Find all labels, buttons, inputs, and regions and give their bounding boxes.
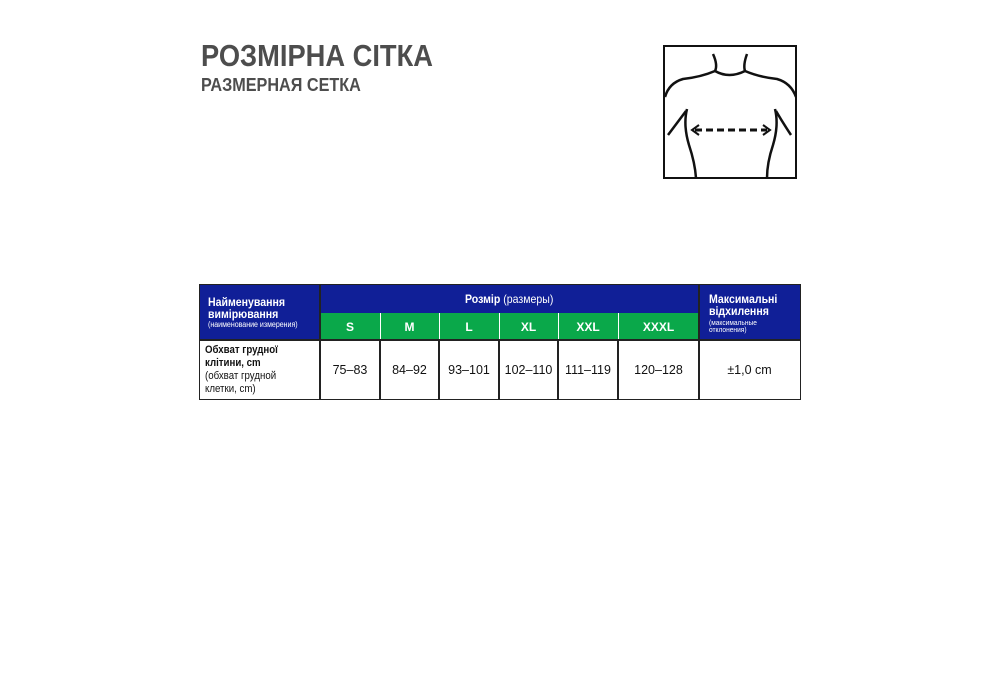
row-name-main: Обхват грудної клітини, cm [205,343,278,369]
page-title: РОЗМІРНА СІТКА [201,38,433,73]
deviation-header: Максимальні відхилення (максимальные отк… [699,285,800,340]
value-xl: 102–110 [504,362,553,377]
measurement-name-header: Найменування вимірювання (наименование и… [200,285,320,340]
deviation-header-sub: (максимальные отклонения) [709,317,757,334]
size-l: L [439,313,499,340]
value-m: 84–92 [392,362,427,377]
size-chart-table: Найменування вимірювання (наименование и… [199,284,801,400]
row-name-sub: (обхват грудной клетки, cm) [205,369,277,395]
size-xxxl: XXXL [618,313,699,340]
value-xxl: 111–119 [565,362,611,377]
measurement-name-header-main: Найменування вимірювання [208,294,286,321]
size-xxl: XXL [558,313,618,340]
value-s: 75–83 [332,362,368,377]
table-row-name: Обхват грудної клітини, cm (обхват грудн… [200,340,320,399]
size-m: M [380,313,439,340]
value-deviation: ±1,0 cm [727,362,772,377]
size-xl: XL [499,313,558,340]
chest-measurement-diagram-icon [663,45,797,179]
value-l: 93–101 [448,362,490,377]
size-header: Розмір (размеры) [320,285,699,313]
measurement-name-header-sub: (наименование измерения) [208,319,298,329]
deviation-header-main: Максимальні відхилення [709,291,778,318]
size-s: S [320,313,380,340]
value-xxxl: 120–128 [634,362,683,377]
page-subtitle: РАЗМЕРНАЯ СЕТКА [201,75,361,95]
size-header-sub: (размеры) [503,292,554,306]
size-header-main: Розмір [465,292,501,306]
